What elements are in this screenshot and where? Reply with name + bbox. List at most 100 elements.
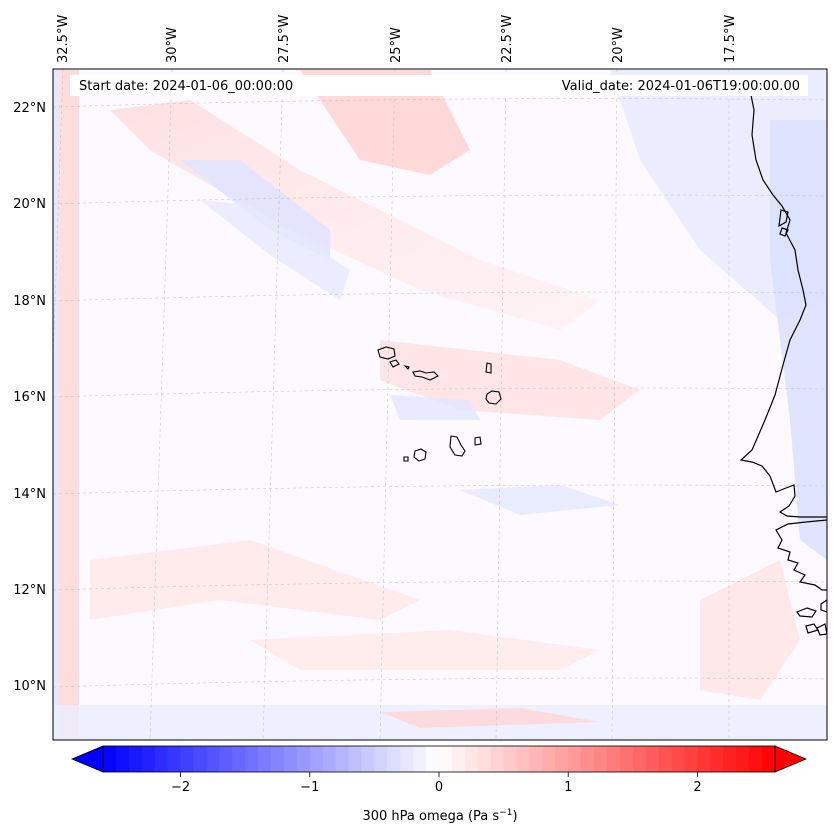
colorbar-cell — [555, 746, 569, 772]
colorbar-cell — [374, 746, 388, 772]
colorbar-cell — [258, 746, 272, 772]
colorbar-cell — [723, 746, 737, 772]
colorbar-cells — [103, 746, 776, 772]
field-east-blue-strip — [770, 120, 827, 560]
field-south-red-streak — [90, 540, 420, 620]
parallel-22n — [53, 98, 827, 108]
lat-label-22n: 22°N — [13, 101, 46, 116]
colorbar-cell — [671, 746, 686, 772]
colorbar-cell — [490, 746, 505, 772]
island-santo-antao — [377, 346, 396, 360]
meridian-22.5w — [495, 69, 507, 740]
field-south-blue-streak — [460, 485, 620, 515]
colorbar-units-exponent: −1 — [499, 808, 512, 818]
colorbar-cell — [206, 746, 220, 772]
colorbar-units: Pa s — [473, 809, 499, 824]
island-maio — [474, 436, 482, 446]
lat-label-20n: 20°N — [13, 197, 46, 212]
colorbar-cell — [645, 746, 660, 772]
field-south-edge-red — [380, 708, 600, 728]
island-sal — [485, 362, 492, 374]
colorbar-cell — [542, 746, 556, 772]
parallel-10n — [53, 677, 827, 688]
field-southeast-red — [700, 560, 800, 700]
island-boa-vista — [485, 390, 502, 405]
colorbar-cell — [348, 746, 363, 772]
colorbar-cell — [607, 746, 621, 772]
colorbar-tick-label: 1 — [564, 780, 572, 795]
colorbar-cell — [529, 746, 543, 772]
field-west-edge-blue-band — [53, 70, 59, 738]
coastline — [739, 79, 827, 636]
latitude-labels: 22°N 20°N 18°N 16°N 14°N 12°N 10°N — [13, 101, 46, 694]
island-santa-luzia — [403, 364, 410, 370]
colorbar-cell — [710, 746, 724, 772]
island-sao-vicente — [389, 359, 400, 368]
colorbar-cell — [658, 746, 673, 772]
colorbar-tick-label: 2 — [693, 780, 701, 795]
colorbar-cell — [684, 746, 699, 772]
colorbar-cell — [439, 746, 453, 772]
colorbar-cell — [245, 746, 259, 772]
lon-label-17.5w: 17.5°W — [723, 15, 738, 63]
colorbar-tick-label: 0 — [435, 780, 443, 795]
colorbar-cell — [219, 746, 233, 772]
colorbar-cell — [167, 746, 182, 772]
colorbar-cell — [594, 746, 608, 772]
colorbar-tick-label: −1 — [300, 780, 319, 795]
island-sao-nicolau — [412, 370, 439, 381]
map-panel: Start date: 2024-01-06_00:00:00 Valid_da… — [53, 69, 827, 740]
start-date-label: Start date: 2024-01-06_00:00:00 — [79, 79, 293, 94]
field-north-red-streak — [300, 70, 470, 175]
lon-label-20w: 20°W — [611, 27, 626, 63]
longitude-labels: 32.5°W 30°W 27.5°W 25°W 22.5°W 20°W 17.5… — [56, 15, 738, 63]
coast-mauritania-senegal — [739, 79, 827, 518]
colorbar-cell — [503, 746, 518, 772]
map-frame — [52, 68, 828, 741]
colorbar-cell — [154, 746, 169, 772]
island-brava — [403, 456, 409, 462]
colorbar-cell — [128, 746, 143, 772]
coast-banc-d-arguin — [778, 209, 789, 228]
parallel-12n — [53, 580, 827, 591]
header-band — [70, 75, 808, 96]
coast-south-2 — [820, 599, 827, 613]
colorbar-cell — [309, 746, 324, 772]
lon-label-25w: 25°W — [389, 27, 404, 63]
omega-field — [53, 70, 827, 740]
cabo-verde-islands — [377, 346, 502, 462]
colorbar-cell — [697, 746, 711, 772]
colorbar-cell — [103, 746, 117, 772]
colorbar-cell — [568, 746, 582, 772]
colorbar-cell — [322, 746, 337, 772]
colorbar-cell — [581, 746, 595, 772]
colorbar-cell — [477, 746, 492, 772]
colorbar-cell — [413, 746, 427, 772]
colorbar-label: 300 hPa omega (Pa s−1) — [362, 808, 517, 824]
colorbar-cell — [115, 746, 130, 772]
colorbar-cell — [141, 746, 156, 772]
colorbar-cell — [632, 746, 647, 772]
lon-label-32.5w: 32.5°W — [56, 15, 71, 63]
coast-banc-d-arguin-2 — [779, 227, 789, 237]
coast-south-1 — [816, 623, 827, 636]
colorbar-cell — [283, 746, 298, 772]
meridian-27.5w — [262, 69, 284, 740]
colorbar-cell — [296, 746, 311, 772]
island-santiago — [449, 435, 466, 457]
colorbar-cell — [516, 746, 531, 772]
parallel-16n — [53, 387, 827, 398]
colorbar-extend-left — [70, 745, 104, 773]
field-central-blue-patch — [390, 395, 480, 420]
lon-label-30w: 30°W — [165, 27, 180, 63]
colorbar-cell — [426, 746, 440, 772]
colorbar-cell — [619, 746, 634, 772]
colorbar-extend-right — [774, 745, 808, 773]
meridian-20w — [611, 69, 618, 740]
colorbar-ticks: −2 −1 0 1 2 — [171, 772, 702, 795]
colorbar: −2 −1 0 1 2 300 hPa omega (Pa s−1) — [70, 745, 808, 824]
colorbar-cell — [749, 746, 763, 772]
graticule — [53, 69, 827, 740]
colorbar-cell — [335, 746, 350, 772]
parallel-20n — [53, 194, 827, 205]
